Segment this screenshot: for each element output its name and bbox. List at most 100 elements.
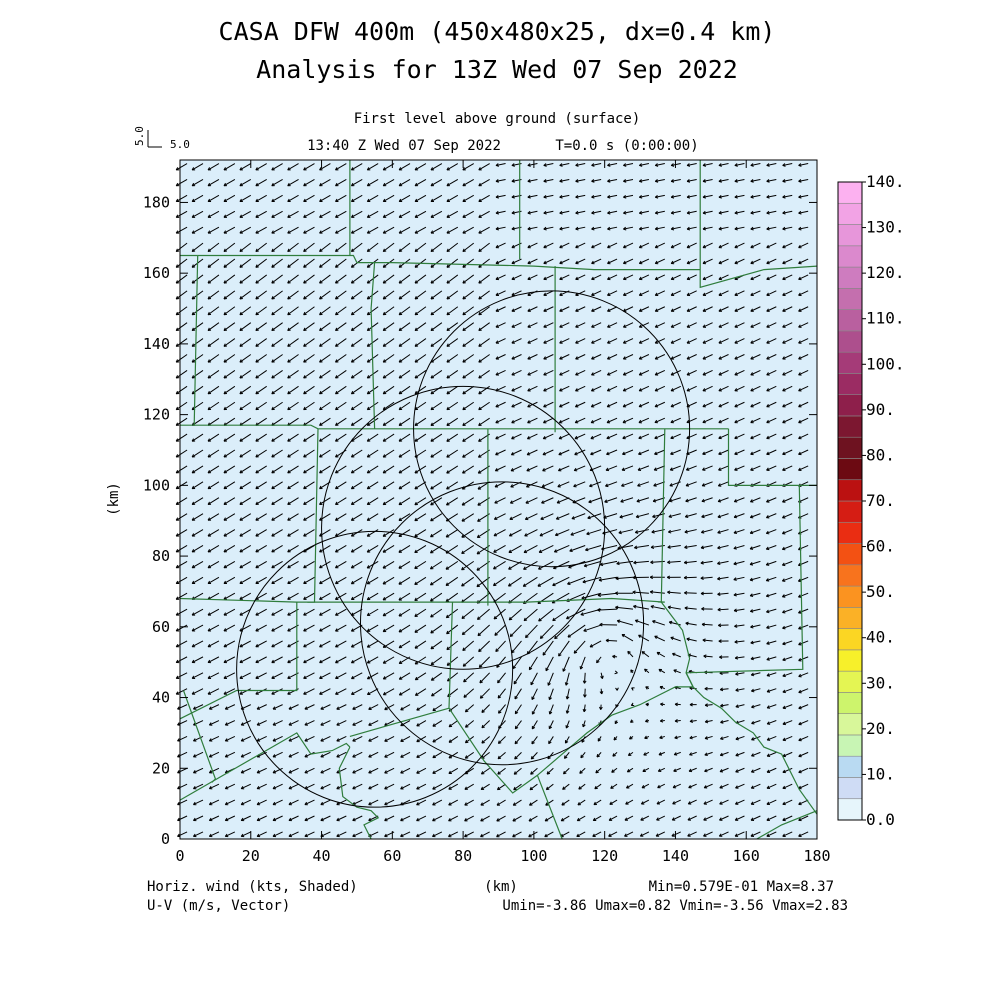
wind-vector bbox=[702, 449, 713, 455]
wind-vector-head bbox=[223, 198, 227, 203]
wind-vector-head bbox=[448, 739, 453, 743]
wind-vector bbox=[446, 306, 459, 316]
wind-vector-head bbox=[719, 752, 724, 757]
wind-vector bbox=[512, 815, 522, 822]
wind-vector bbox=[398, 481, 411, 490]
wind-vector bbox=[782, 656, 793, 661]
wind-vector bbox=[398, 465, 411, 474]
wind-vector bbox=[430, 465, 443, 474]
chart-subtitle: Analysis for 13Z Wed 07 Sep 2022 bbox=[256, 55, 738, 84]
wind-vector bbox=[782, 226, 793, 230]
wind-vector bbox=[430, 576, 443, 586]
wind-vector bbox=[495, 210, 506, 214]
wind-vector-head bbox=[607, 194, 611, 199]
wind-vector-head bbox=[590, 435, 594, 440]
wind-vector bbox=[750, 369, 761, 376]
wind-vector bbox=[256, 704, 267, 710]
wind-vector-head bbox=[477, 502, 481, 506]
wind-vector bbox=[480, 783, 490, 790]
wind-vector bbox=[271, 163, 283, 171]
wind-vector-head bbox=[542, 451, 546, 456]
wind-vector bbox=[207, 545, 220, 553]
wind-vector-head bbox=[659, 718, 664, 723]
wind-vector-head bbox=[366, 359, 371, 363]
wind-vector-head bbox=[175, 643, 180, 648]
wind-vector bbox=[366, 592, 379, 601]
wind-vector bbox=[511, 290, 522, 296]
wind-vector bbox=[720, 751, 729, 756]
wind-vector-head bbox=[495, 244, 500, 249]
wind-vector bbox=[575, 258, 586, 264]
wind-vector bbox=[398, 576, 411, 585]
wind-vector-head bbox=[514, 710, 519, 715]
wind-vector-head bbox=[350, 580, 355, 585]
wind-vector-head bbox=[239, 675, 243, 679]
wind-vector bbox=[177, 751, 188, 758]
wind-vector-head bbox=[287, 454, 291, 458]
wind-vector-head bbox=[495, 194, 499, 199]
wind-vector bbox=[672, 783, 681, 789]
wind-vector-head bbox=[495, 340, 499, 344]
wind-vector-head bbox=[430, 598, 434, 602]
county-line bbox=[197, 254, 701, 271]
wind-vector bbox=[717, 497, 729, 503]
wind-vector bbox=[553, 560, 570, 570]
wind-vector bbox=[191, 210, 204, 218]
wind-vector-head bbox=[650, 604, 654, 609]
wind-vector-head bbox=[701, 607, 705, 611]
wind-vector bbox=[750, 163, 761, 166]
wind-vector bbox=[514, 720, 522, 730]
wind-vector bbox=[751, 672, 761, 676]
y-tick-label: 40 bbox=[152, 689, 170, 707]
wind-vector-head bbox=[175, 230, 180, 234]
wind-vector-head bbox=[623, 179, 627, 183]
wind-vector bbox=[480, 799, 490, 806]
wind-vector-head bbox=[625, 801, 629, 805]
wind-vector bbox=[223, 179, 236, 187]
wind-vector bbox=[175, 560, 188, 569]
wind-vector bbox=[548, 736, 554, 744]
wind-vector-head bbox=[432, 833, 436, 838]
wind-vector bbox=[702, 163, 713, 166]
wind-vector bbox=[495, 274, 506, 280]
wind-vector bbox=[223, 481, 236, 490]
wind-vector-head bbox=[255, 564, 259, 569]
wind-vector-head bbox=[223, 214, 227, 218]
wind-vector bbox=[271, 497, 283, 505]
wind-vector bbox=[448, 751, 459, 759]
wind-vector-head bbox=[657, 784, 661, 789]
wind-vector-head bbox=[382, 311, 387, 316]
wind-vector-head bbox=[191, 533, 196, 537]
wind-vector-head bbox=[287, 167, 291, 171]
wind-vector-head bbox=[303, 214, 307, 218]
wind-vector-head bbox=[382, 597, 387, 601]
wind-vector-head bbox=[400, 770, 404, 774]
wind-vector bbox=[526, 465, 538, 472]
wind-vector bbox=[335, 338, 347, 347]
wind-vector bbox=[240, 831, 251, 837]
wind-vector-head bbox=[559, 324, 563, 328]
wind-vector-head bbox=[255, 182, 259, 187]
wind-vector-head bbox=[239, 454, 243, 458]
wind-vector-head bbox=[575, 372, 579, 376]
wind-vector-head bbox=[543, 404, 547, 408]
wind-vector-head bbox=[559, 356, 563, 360]
wind-vector-head bbox=[781, 546, 786, 551]
wind-vector bbox=[734, 497, 745, 503]
wind-vector bbox=[255, 322, 267, 331]
colorbar-label: 100. bbox=[866, 354, 905, 373]
wind-vector-head bbox=[734, 817, 739, 821]
wind-vector-head bbox=[366, 549, 371, 553]
wind-vector-head bbox=[781, 530, 786, 535]
wind-vector bbox=[545, 656, 554, 672]
wind-vector-head bbox=[350, 470, 355, 474]
wind-vector bbox=[766, 672, 777, 677]
wind-vector-head bbox=[622, 260, 627, 265]
wind-vector-head bbox=[382, 485, 387, 490]
wind-vector-head bbox=[527, 308, 531, 312]
wind-vector-head bbox=[271, 167, 275, 171]
wind-vector bbox=[718, 194, 729, 198]
wind-vector-head bbox=[479, 695, 484, 699]
wind-vector bbox=[782, 720, 793, 725]
wind-vector bbox=[335, 560, 347, 569]
